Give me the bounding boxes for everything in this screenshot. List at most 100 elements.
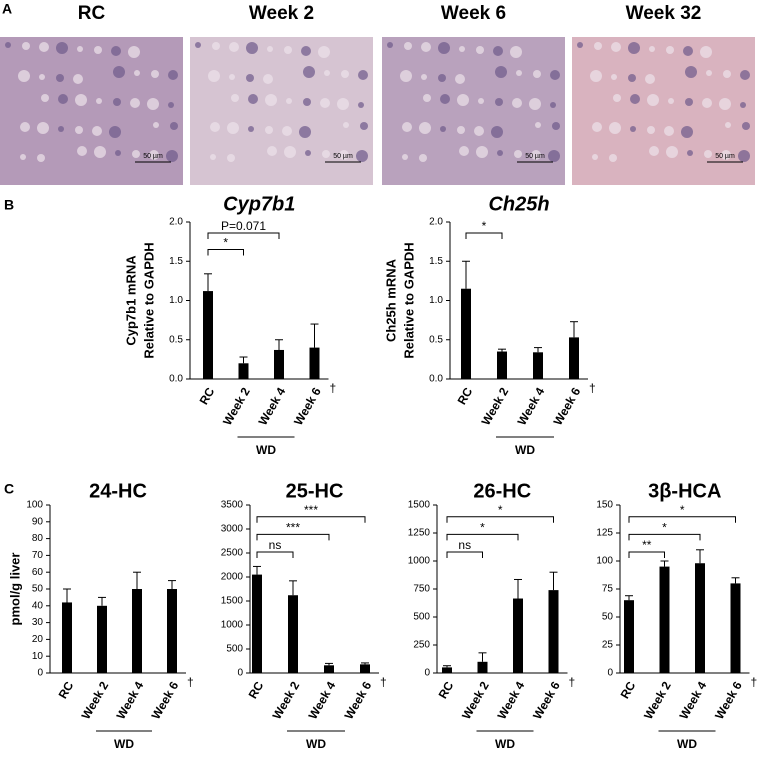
y-tick-label: 2500 xyxy=(221,548,244,559)
cell xyxy=(666,46,674,54)
y-tick-label: 2.0 xyxy=(169,217,183,228)
scale-label: 50 µm xyxy=(525,153,545,160)
cell xyxy=(664,126,674,136)
cell xyxy=(645,74,655,84)
y-tick-label: 50 xyxy=(32,584,44,595)
bar xyxy=(238,363,249,379)
x-tick-label: RC xyxy=(197,385,218,407)
cell xyxy=(687,150,693,156)
bracket xyxy=(446,551,483,559)
bar xyxy=(624,600,634,673)
cell xyxy=(58,94,68,104)
y-tick-label: 750 xyxy=(413,584,430,595)
cell xyxy=(56,42,68,54)
bar xyxy=(695,563,705,673)
y-tick-label: 0 xyxy=(424,668,430,679)
cell xyxy=(210,122,220,132)
cell xyxy=(721,150,731,160)
bar xyxy=(252,574,262,673)
bar xyxy=(477,661,488,673)
cell xyxy=(476,46,484,54)
y-tick-label: 0.0 xyxy=(169,374,183,385)
cell xyxy=(58,126,64,132)
cell xyxy=(550,102,556,108)
cell xyxy=(358,102,364,108)
group-label: WD xyxy=(114,737,134,751)
cell xyxy=(212,42,220,50)
cell xyxy=(170,122,178,130)
annotation: * xyxy=(662,521,667,535)
cell xyxy=(423,94,431,102)
cell xyxy=(611,74,617,80)
bar xyxy=(167,589,177,673)
cell xyxy=(609,122,621,134)
y-tick-label: 70 xyxy=(32,550,44,561)
image-title: Week 2 xyxy=(249,3,314,24)
y-tick-label: 25 xyxy=(602,640,614,651)
cell xyxy=(147,98,159,110)
cell xyxy=(529,98,541,110)
x-tick-label: Week 6 xyxy=(712,679,745,722)
cell xyxy=(94,146,106,158)
y-tick-label: 100 xyxy=(26,500,43,511)
cell xyxy=(683,46,693,56)
cell xyxy=(668,98,674,104)
cell xyxy=(41,94,49,102)
y-tick-label: 1.5 xyxy=(429,256,443,267)
y-tick-label: 1000 xyxy=(408,556,431,567)
cell xyxy=(491,126,503,138)
bar xyxy=(203,291,213,379)
y-axis-label: Relative to GAPDH xyxy=(141,242,156,358)
cell xyxy=(303,98,311,106)
y-tick-label: 2000 xyxy=(221,572,244,583)
cell xyxy=(320,98,330,108)
note: † xyxy=(569,675,576,689)
cell xyxy=(628,74,636,82)
cell xyxy=(497,150,503,156)
y-tick-label: 1.5 xyxy=(169,256,183,267)
cell xyxy=(723,70,731,78)
cell xyxy=(685,66,697,78)
cell xyxy=(168,102,174,108)
group-label: WD xyxy=(306,737,326,751)
cell xyxy=(227,122,239,134)
cell xyxy=(628,42,640,54)
cell xyxy=(282,126,292,136)
cell xyxy=(324,70,330,76)
y-axis-label: pmol/g liver xyxy=(7,553,22,626)
cell xyxy=(20,122,30,132)
x-tick-label: Week 2 xyxy=(79,679,112,722)
bracket xyxy=(256,516,366,523)
cell xyxy=(166,150,178,162)
bar xyxy=(497,351,507,379)
y-tick-label: 0 xyxy=(237,668,243,679)
cell xyxy=(738,150,750,162)
bracket xyxy=(628,533,701,541)
cell xyxy=(594,42,602,50)
cell xyxy=(37,154,45,162)
cell xyxy=(299,126,311,138)
cell xyxy=(548,150,560,162)
cell xyxy=(339,150,349,160)
cell xyxy=(56,74,64,82)
y-tick-label: 250 xyxy=(413,640,430,651)
cell xyxy=(115,150,121,156)
note: † xyxy=(187,675,194,689)
cell xyxy=(440,126,446,132)
scale-label: 50 µm xyxy=(333,153,353,160)
bar xyxy=(442,667,452,673)
cell xyxy=(666,146,678,158)
annotation: * xyxy=(482,219,487,233)
bar xyxy=(513,598,523,673)
x-tick-label: Week 6 xyxy=(149,679,182,722)
cell xyxy=(267,46,273,52)
cell xyxy=(419,154,427,162)
cell xyxy=(514,150,522,158)
cell xyxy=(227,154,235,162)
x-tick-label: RC xyxy=(436,679,457,701)
scale-label: 50 µm xyxy=(715,153,735,160)
cell xyxy=(109,126,121,138)
histology-image xyxy=(0,37,183,185)
cell xyxy=(284,46,292,54)
bracket xyxy=(446,516,554,523)
